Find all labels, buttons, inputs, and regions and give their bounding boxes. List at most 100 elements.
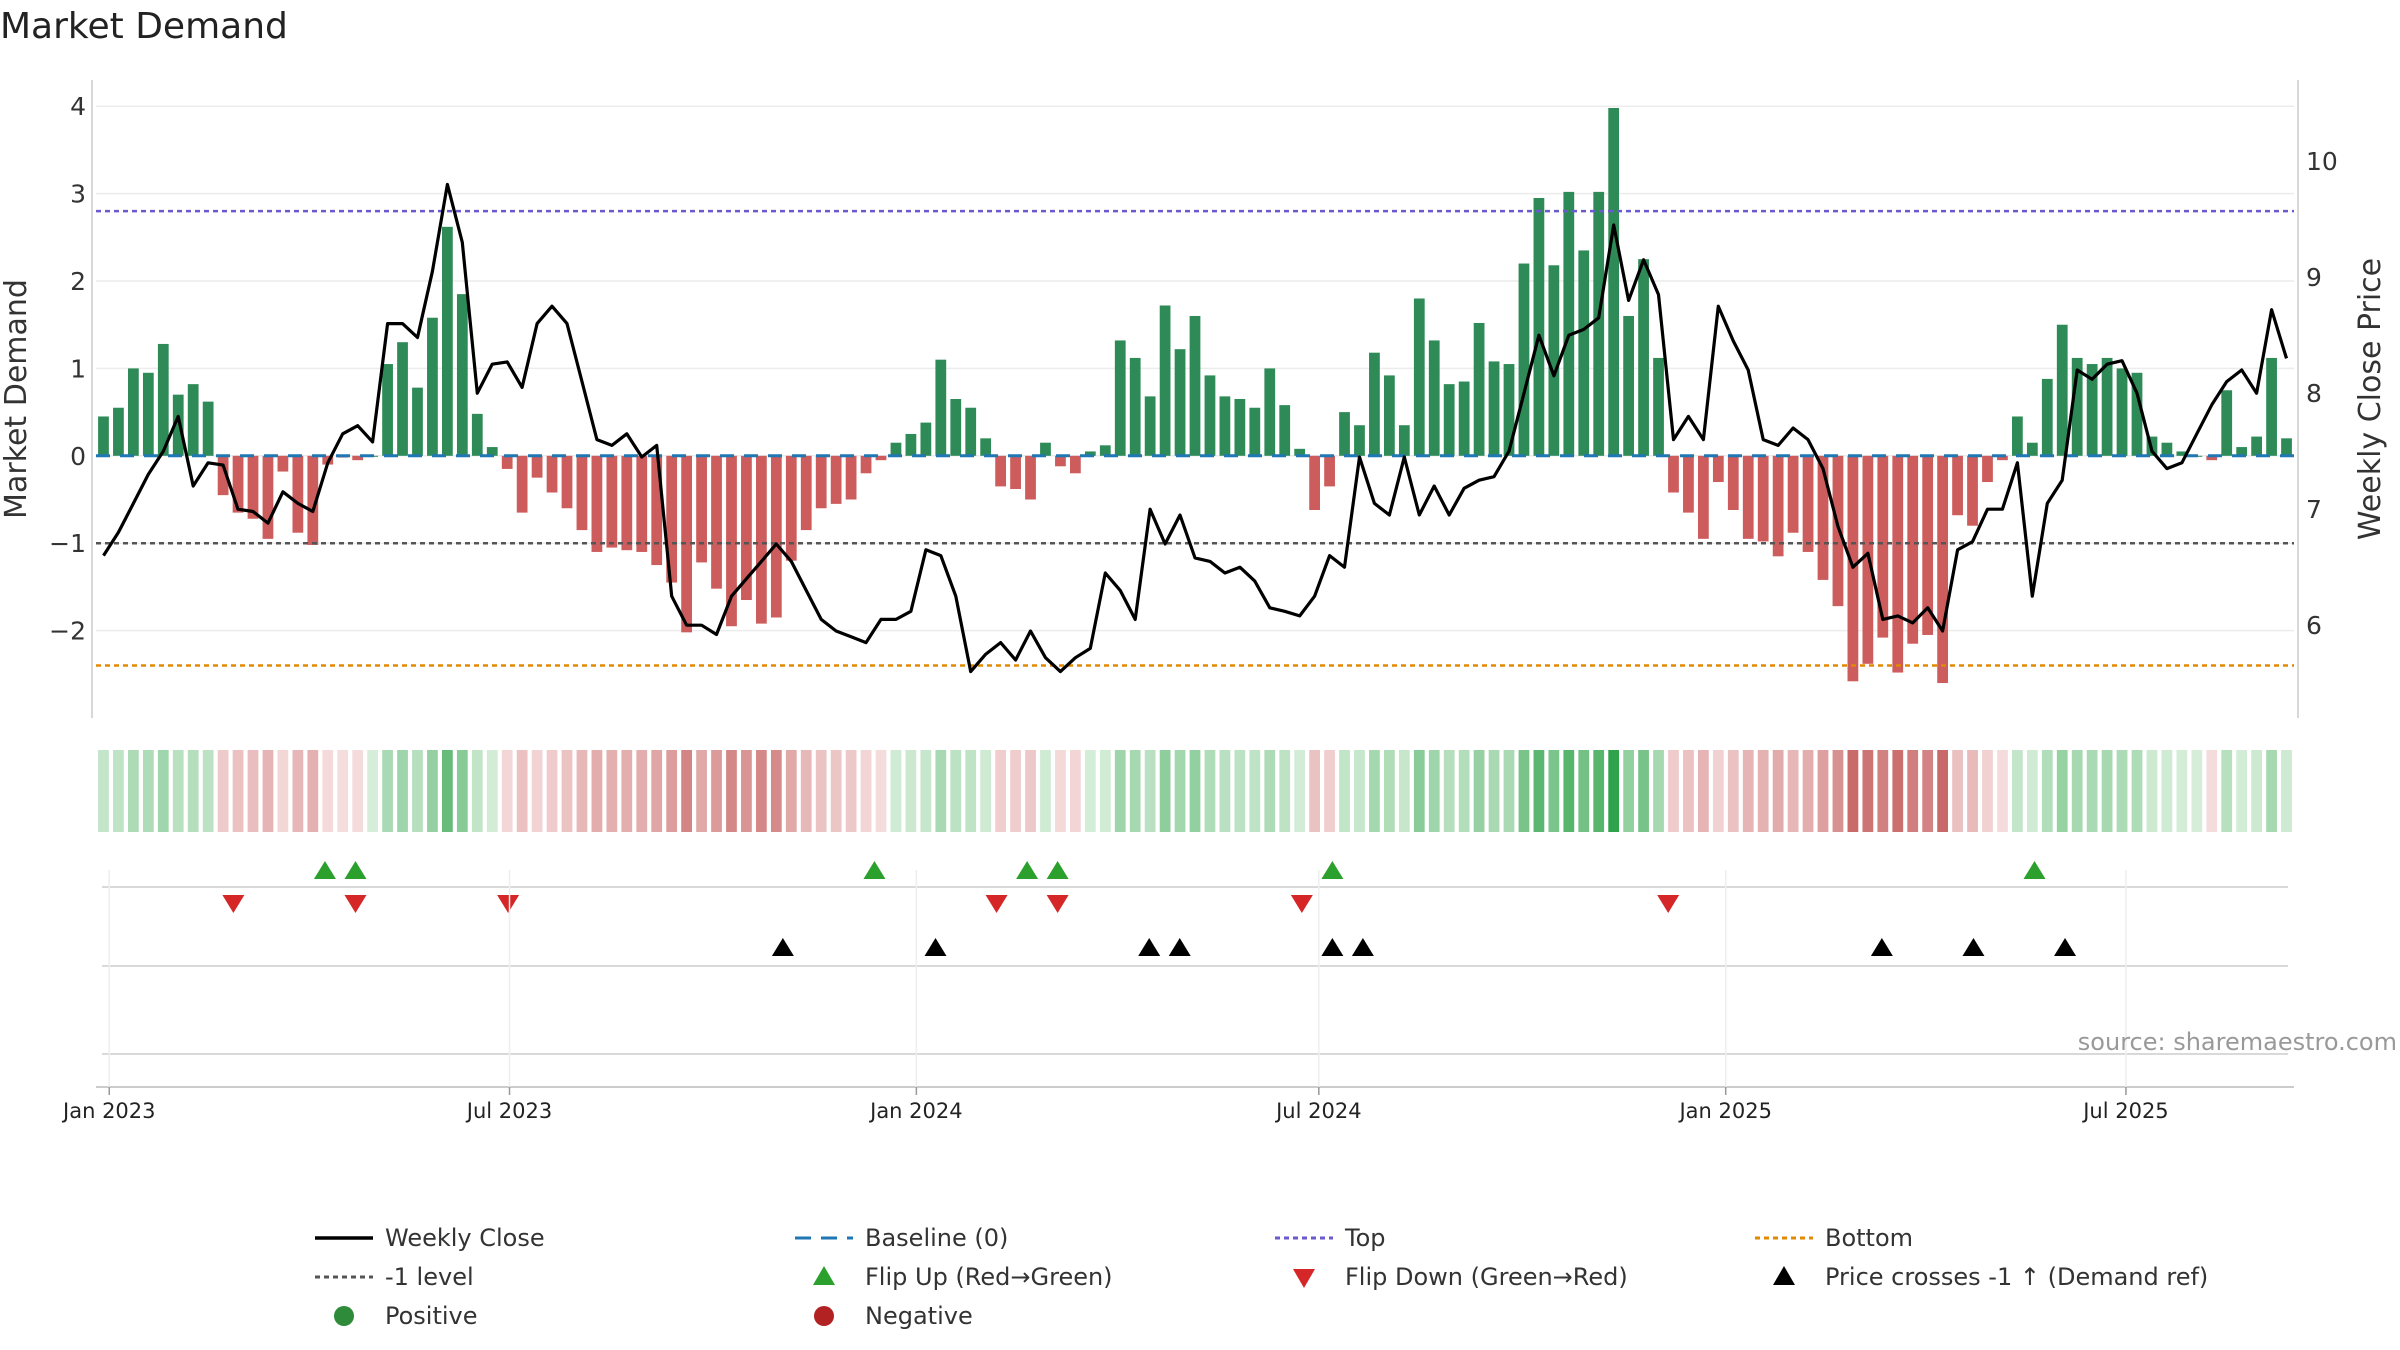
demand-bar — [1339, 412, 1350, 456]
demand-bar — [1877, 455, 1889, 638]
strip-cell — [920, 750, 932, 832]
strip-cell — [1907, 750, 1919, 832]
x-tick-label: Jul 2024 — [1274, 1099, 1361, 1123]
strip-cell — [651, 750, 663, 832]
strip-cell — [142, 750, 154, 832]
strip-cell — [1443, 750, 1455, 832]
strip-cell — [1413, 750, 1425, 832]
strip-cell — [1234, 750, 1246, 832]
price-cross-marker — [1351, 938, 1374, 956]
demand-bar — [1787, 455, 1799, 533]
demand-bar — [1174, 349, 1186, 456]
demand-bar — [1249, 407, 1261, 456]
flip-down-marker — [1290, 895, 1313, 913]
demand-bar — [486, 447, 498, 456]
strip-cell — [1802, 750, 1814, 832]
price-cross-marker — [771, 938, 794, 956]
legend-label: Baseline (0) — [865, 1224, 1008, 1252]
y2-tick-label: 9 — [2306, 263, 2322, 292]
demand-bar — [2101, 357, 2113, 456]
legend-label: Top — [1344, 1224, 1386, 1252]
demand-bar — [98, 416, 109, 456]
demand-bar — [860, 455, 872, 474]
demand-bar — [980, 438, 992, 456]
demand-bar — [561, 455, 573, 509]
demand-bar — [830, 455, 842, 504]
demand-bar — [247, 455, 259, 519]
demand-bar — [1189, 315, 1201, 456]
strip-cell — [1967, 750, 1978, 832]
demand-bar — [1473, 322, 1485, 456]
strip-cell — [2041, 750, 2053, 832]
strip-cell — [1847, 750, 1859, 832]
demand-bar — [352, 455, 364, 461]
legend-label: Bottom — [1825, 1224, 1913, 1252]
demand-bar — [935, 359, 947, 456]
strip-cell — [486, 750, 498, 832]
flip-up-marker — [2023, 861, 2046, 879]
strip-cell — [277, 750, 289, 832]
demand-bar — [1025, 455, 1036, 500]
strip-cell — [427, 750, 438, 832]
flip-down-marker — [1046, 895, 1069, 913]
strip-cell — [322, 750, 334, 832]
demand-bar — [1010, 455, 1021, 490]
legend-label: Flip Down (Green→Red) — [1345, 1263, 1628, 1291]
strip-cell — [1159, 750, 1171, 832]
strip-cell — [845, 750, 857, 832]
strip-cell — [1563, 750, 1575, 832]
strip-cell — [1727, 750, 1739, 832]
flip-down-marker — [985, 895, 1008, 913]
demand-bar — [875, 455, 887, 461]
demand-bar — [1892, 455, 1904, 673]
demand-bar — [1802, 455, 1814, 552]
strip-cell — [1219, 750, 1231, 832]
strip-cell — [591, 750, 603, 832]
strip-cell — [1025, 750, 1036, 832]
strip-cell — [1488, 750, 1500, 832]
demand-bar — [1697, 455, 1709, 539]
strip-cell — [1294, 750, 1306, 832]
demand-bar — [292, 455, 304, 533]
strip-cell — [726, 750, 737, 832]
strip-cell — [905, 750, 917, 832]
strip-cell — [1757, 750, 1769, 832]
price-cross-marker — [1870, 938, 1893, 956]
strip-cell — [1608, 750, 1620, 832]
demand-bar — [2011, 416, 2023, 456]
strip-cell — [441, 750, 453, 832]
strip-cell — [1398, 750, 1410, 832]
strip-cell — [666, 750, 678, 832]
demand-bar — [2206, 455, 2218, 461]
strip-cell — [397, 750, 408, 832]
demand-bar — [696, 455, 707, 563]
strip-cell — [382, 750, 393, 832]
strip-cell — [935, 750, 947, 832]
strip-cell — [1877, 750, 1889, 832]
strip-cell — [367, 750, 379, 832]
demand-bar — [1937, 455, 1949, 684]
price-cross-marker — [1168, 938, 1191, 956]
demand-bar — [995, 455, 1007, 487]
demand-bar — [127, 368, 139, 456]
demand-bar — [546, 455, 558, 493]
strip-cell — [1623, 750, 1635, 832]
legend-symbol — [334, 1306, 354, 1326]
strip-cell — [1593, 750, 1605, 832]
demand-bar — [1234, 399, 1246, 456]
strip-cell — [1952, 750, 1963, 832]
demand-bar — [950, 399, 962, 456]
flip-up-marker — [1016, 861, 1039, 879]
demand-bar — [815, 455, 827, 509]
strip-cell — [1772, 750, 1784, 832]
strip-cell — [2146, 750, 2158, 832]
strip-cell — [2236, 750, 2248, 832]
strip-cell — [1428, 750, 1440, 832]
demand-bar — [1383, 375, 1395, 456]
demand-bar — [262, 455, 274, 539]
demand-bar — [1772, 455, 1784, 557]
y-axis-label: Market Demand — [0, 279, 34, 519]
demand-bar — [2056, 324, 2068, 456]
demand-bar — [1084, 451, 1096, 456]
